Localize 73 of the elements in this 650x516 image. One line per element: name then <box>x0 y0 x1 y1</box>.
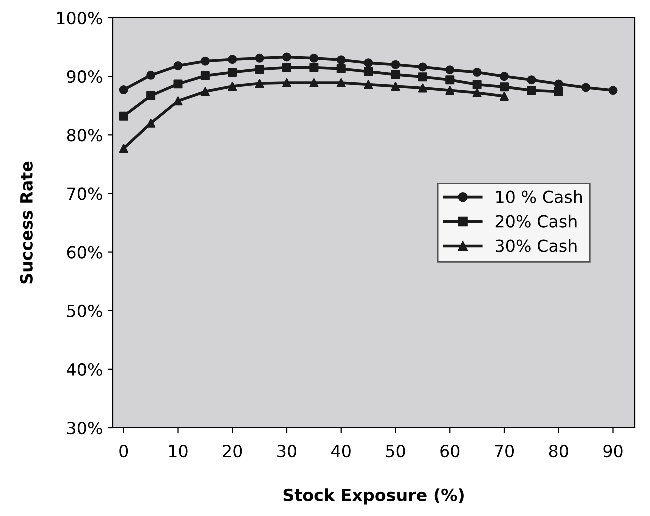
y-tick-label: 60% <box>67 246 102 259</box>
point <box>310 63 319 72</box>
y-axis-title: Success Rate <box>20 162 33 284</box>
point <box>446 86 455 96</box>
point <box>364 80 374 90</box>
point <box>364 67 374 76</box>
point <box>500 72 509 82</box>
point <box>336 56 346 65</box>
x-tick-label: 70 <box>495 444 514 458</box>
x-tick-label: 0 <box>120 444 128 458</box>
x-tick-label: 80 <box>549 444 568 458</box>
y-tick-label: 70% <box>68 188 102 200</box>
point <box>500 82 509 92</box>
x-tick-label: 10 <box>169 444 188 458</box>
point <box>582 83 591 92</box>
point <box>255 65 264 74</box>
point <box>418 72 428 82</box>
y-tick-label: 40% <box>67 363 102 376</box>
x-tick-label: 90 <box>604 444 623 458</box>
point <box>310 78 319 88</box>
point <box>255 54 264 63</box>
y-tick-label: 90% <box>67 70 102 84</box>
point <box>364 58 374 68</box>
point <box>527 76 536 85</box>
point <box>228 55 238 64</box>
point <box>554 87 564 96</box>
point <box>282 52 292 62</box>
point <box>119 144 128 154</box>
y-tick-label: 100% <box>57 12 102 25</box>
point <box>472 68 482 77</box>
point <box>446 66 455 75</box>
point <box>391 70 400 80</box>
point <box>608 86 618 96</box>
y-tick-label: 30% <box>68 422 102 435</box>
x-tick-label: 30 <box>278 444 296 458</box>
point <box>446 76 455 85</box>
x-tick-label: 20 <box>223 444 242 458</box>
point <box>472 80 482 90</box>
x-tick-label: 60 <box>440 444 460 458</box>
point <box>310 54 319 63</box>
point <box>336 78 346 88</box>
point <box>418 62 428 72</box>
point <box>336 64 346 74</box>
point <box>146 91 156 100</box>
legend-label: 30% Cash <box>496 239 577 252</box>
point <box>200 71 210 80</box>
point <box>228 82 238 92</box>
point <box>228 68 238 77</box>
legend-label: 20% Cash <box>496 214 577 228</box>
point <box>472 88 482 98</box>
point <box>174 62 183 71</box>
point <box>200 87 210 96</box>
point <box>200 56 210 66</box>
point <box>282 78 292 88</box>
point <box>119 86 128 95</box>
point <box>527 86 536 96</box>
point <box>146 118 156 128</box>
legend-label: 10 % Cash <box>496 190 582 204</box>
x-axis-title: Stock Exposure (%) <box>284 488 464 505</box>
point <box>255 79 264 88</box>
point <box>282 63 292 72</box>
point <box>146 70 156 80</box>
x-tick-label: 40 <box>332 444 351 458</box>
point <box>174 96 183 106</box>
point <box>119 112 128 121</box>
point <box>391 82 400 92</box>
point <box>174 80 183 89</box>
point <box>418 84 428 93</box>
point <box>391 60 400 70</box>
x-tick-label: 50 <box>386 444 406 458</box>
point <box>500 92 509 101</box>
y-tick-label: 50% <box>68 304 102 318</box>
y-tick-label: 80% <box>67 129 102 142</box>
